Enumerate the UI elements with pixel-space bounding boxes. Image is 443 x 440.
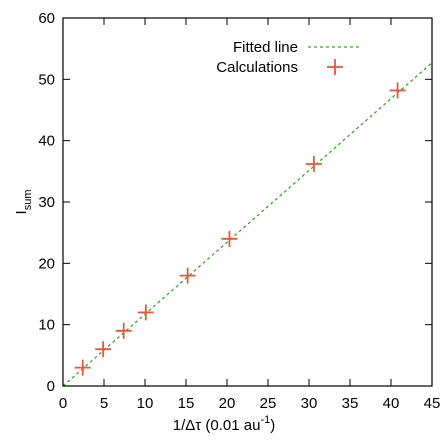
calculation-points-layer [74,82,406,376]
x-tick-label: 45 [424,395,441,412]
x-tick-label: 30 [301,395,318,412]
y-tick-label: 10 [38,317,55,334]
y-tick-label: 0 [47,378,55,395]
x-tick-label: 40 [383,395,400,412]
data-point [179,267,196,284]
y-axis-label: Isum [13,190,34,215]
x-tick-label: 25 [260,395,277,412]
y-axis-label-base: I [13,210,30,214]
x-axis-label: 1/Δτ (0.01 au-1) [173,414,275,434]
x-axis-label-tail: ) [270,417,275,434]
data-point [137,304,154,321]
axes-layer: 0 5 10 15 20 25 30 35 40 45 0 10 20 30 40 50 60 [38,10,440,412]
data-point [305,155,322,172]
x-axis-label-superscript: -1 [260,414,270,426]
data-point [221,230,238,247]
data-point [389,82,406,99]
x-axis-label-base: 1/Δτ (0.01 au [173,417,261,434]
legend-label-fitted-line: Fitted line [233,39,298,56]
legend-label-calculations: Calculations [216,59,298,76]
x-tick-label: 5 [100,395,108,412]
x-tick-label: 15 [178,395,195,412]
y-tick-label: 20 [38,255,55,272]
legend: Fitted line Calculations [216,39,362,76]
fitted-line [62,62,433,387]
x-tick-label: 35 [342,395,359,412]
x-tick-label: 10 [137,395,154,412]
data-point [74,359,91,376]
legend-swatch-calculations [327,59,343,75]
data-point [115,322,132,339]
x-tick-label: 0 [59,395,67,412]
fitted-line-layer [62,62,433,387]
y-tick-label: 50 [38,71,55,88]
y-tick-label: 60 [38,10,55,27]
x-tick-label: 20 [219,395,236,412]
y-tick-label: 40 [38,133,55,150]
data-point [95,341,112,358]
y-axis-label-subscript: sum [22,190,34,211]
y-tick-label: 30 [38,194,55,211]
